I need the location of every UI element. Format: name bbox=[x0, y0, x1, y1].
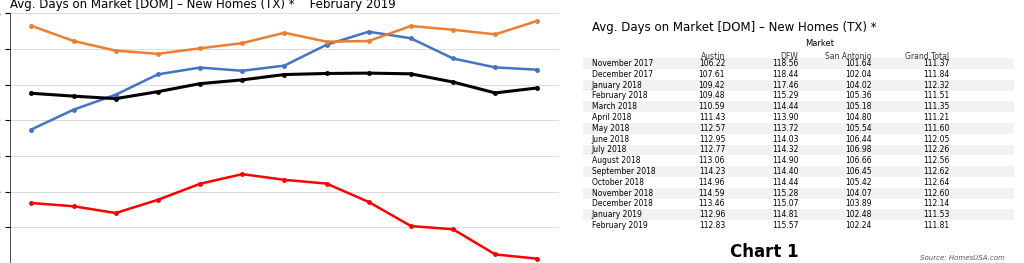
Text: 118.44: 118.44 bbox=[772, 70, 799, 79]
Text: 105.42: 105.42 bbox=[845, 178, 871, 187]
Text: 106.66: 106.66 bbox=[845, 156, 871, 165]
Text: 112.83: 112.83 bbox=[699, 221, 725, 230]
Text: 115.57: 115.57 bbox=[772, 221, 799, 230]
Text: 114.32: 114.32 bbox=[772, 145, 799, 154]
Text: 118.56: 118.56 bbox=[772, 59, 799, 68]
Text: 102.48: 102.48 bbox=[845, 210, 871, 219]
Text: 104.02: 104.02 bbox=[845, 81, 871, 90]
Text: 111.51: 111.51 bbox=[923, 92, 949, 100]
Text: 114.90: 114.90 bbox=[772, 156, 799, 165]
Text: Market: Market bbox=[806, 39, 835, 48]
Text: 104.07: 104.07 bbox=[845, 189, 871, 198]
Text: 113.90: 113.90 bbox=[772, 113, 799, 122]
Text: 112.56: 112.56 bbox=[923, 156, 949, 165]
Text: 114.81: 114.81 bbox=[772, 210, 799, 219]
Text: 102.04: 102.04 bbox=[845, 70, 871, 79]
Text: 106.44: 106.44 bbox=[845, 135, 871, 144]
Text: 113.72: 113.72 bbox=[772, 124, 799, 133]
Text: November 2017: November 2017 bbox=[592, 59, 653, 68]
Text: January 2018: January 2018 bbox=[592, 81, 642, 90]
Text: 113.46: 113.46 bbox=[698, 199, 725, 209]
Text: Grand Total: Grand Total bbox=[905, 52, 949, 61]
FancyBboxPatch shape bbox=[583, 58, 1014, 69]
Text: San Antonio: San Antonio bbox=[825, 52, 871, 61]
Text: 112.96: 112.96 bbox=[698, 210, 725, 219]
Text: 104.80: 104.80 bbox=[845, 113, 871, 122]
Text: 111.81: 111.81 bbox=[923, 221, 949, 230]
Text: December 2018: December 2018 bbox=[592, 199, 652, 209]
Text: 114.59: 114.59 bbox=[698, 189, 725, 198]
Text: 110.59: 110.59 bbox=[698, 102, 725, 111]
Text: DFW: DFW bbox=[780, 52, 799, 61]
Text: 115.07: 115.07 bbox=[772, 199, 799, 209]
Text: 112.57: 112.57 bbox=[698, 124, 725, 133]
Text: 109.48: 109.48 bbox=[698, 92, 725, 100]
Text: 109.42: 109.42 bbox=[698, 81, 725, 90]
Text: 111.84: 111.84 bbox=[923, 70, 949, 79]
Text: Chart 1: Chart 1 bbox=[729, 242, 799, 260]
Text: 101.64: 101.64 bbox=[845, 59, 871, 68]
Text: Source: HomesUSA.com: Source: HomesUSA.com bbox=[921, 255, 1006, 260]
Text: 114.44: 114.44 bbox=[772, 102, 799, 111]
Text: 115.29: 115.29 bbox=[772, 92, 799, 100]
Text: 112.64: 112.64 bbox=[923, 178, 949, 187]
FancyBboxPatch shape bbox=[583, 188, 1014, 199]
Text: 111.43: 111.43 bbox=[698, 113, 725, 122]
Text: January 2019: January 2019 bbox=[592, 210, 642, 219]
Text: February 2019: February 2019 bbox=[592, 221, 647, 230]
Text: August 2018: August 2018 bbox=[592, 156, 640, 165]
Text: November 2018: November 2018 bbox=[592, 189, 652, 198]
Text: 106.45: 106.45 bbox=[845, 167, 871, 176]
Text: April 2018: April 2018 bbox=[592, 113, 631, 122]
Text: 114.03: 114.03 bbox=[772, 135, 799, 144]
Text: 112.32: 112.32 bbox=[923, 81, 949, 90]
FancyBboxPatch shape bbox=[583, 145, 1014, 155]
Text: 105.18: 105.18 bbox=[845, 102, 871, 111]
Text: Austin: Austin bbox=[700, 52, 725, 61]
Text: 112.95: 112.95 bbox=[698, 135, 725, 144]
Text: 111.53: 111.53 bbox=[923, 210, 949, 219]
Text: 114.23: 114.23 bbox=[698, 167, 725, 176]
Text: 105.54: 105.54 bbox=[845, 124, 871, 133]
Text: 111.60: 111.60 bbox=[923, 124, 949, 133]
Text: Avg. Days on Market [DOM] – New Homes (TX) *: Avg. Days on Market [DOM] – New Homes (T… bbox=[592, 21, 877, 34]
Text: 115.28: 115.28 bbox=[772, 189, 799, 198]
Text: 111.35: 111.35 bbox=[923, 102, 949, 111]
Text: 112.62: 112.62 bbox=[923, 167, 949, 176]
Text: May 2018: May 2018 bbox=[592, 124, 629, 133]
Text: 112.05: 112.05 bbox=[923, 135, 949, 144]
Text: 112.77: 112.77 bbox=[698, 145, 725, 154]
Text: 114.96: 114.96 bbox=[698, 178, 725, 187]
Text: 112.26: 112.26 bbox=[923, 145, 949, 154]
Text: March 2018: March 2018 bbox=[592, 102, 637, 111]
Text: 117.46: 117.46 bbox=[772, 81, 799, 90]
Text: 111.37: 111.37 bbox=[923, 59, 949, 68]
Text: 114.40: 114.40 bbox=[772, 167, 799, 176]
Text: December 2017: December 2017 bbox=[592, 70, 652, 79]
Text: 114.44: 114.44 bbox=[772, 178, 799, 187]
Text: 106.98: 106.98 bbox=[845, 145, 871, 154]
Text: 107.61: 107.61 bbox=[698, 70, 725, 79]
Text: 113.06: 113.06 bbox=[698, 156, 725, 165]
FancyBboxPatch shape bbox=[583, 101, 1014, 112]
Text: Avg. Days on Market [DOM] – New Homes (TX) *    February 2019: Avg. Days on Market [DOM] – New Homes (T… bbox=[10, 0, 396, 11]
Text: 103.89: 103.89 bbox=[845, 199, 871, 209]
Text: February 2018: February 2018 bbox=[592, 92, 647, 100]
Text: 112.60: 112.60 bbox=[923, 189, 949, 198]
Text: 112.14: 112.14 bbox=[923, 199, 949, 209]
Text: July 2018: July 2018 bbox=[592, 145, 627, 154]
Text: 102.24: 102.24 bbox=[845, 221, 871, 230]
FancyBboxPatch shape bbox=[583, 123, 1014, 134]
Text: 106.22: 106.22 bbox=[698, 59, 725, 68]
Text: October 2018: October 2018 bbox=[592, 178, 644, 187]
FancyBboxPatch shape bbox=[583, 166, 1014, 177]
Text: September 2018: September 2018 bbox=[592, 167, 655, 176]
FancyBboxPatch shape bbox=[583, 80, 1014, 90]
FancyBboxPatch shape bbox=[583, 209, 1014, 220]
Text: June 2018: June 2018 bbox=[592, 135, 630, 144]
Text: 105.36: 105.36 bbox=[845, 92, 871, 100]
Text: 111.21: 111.21 bbox=[923, 113, 949, 122]
